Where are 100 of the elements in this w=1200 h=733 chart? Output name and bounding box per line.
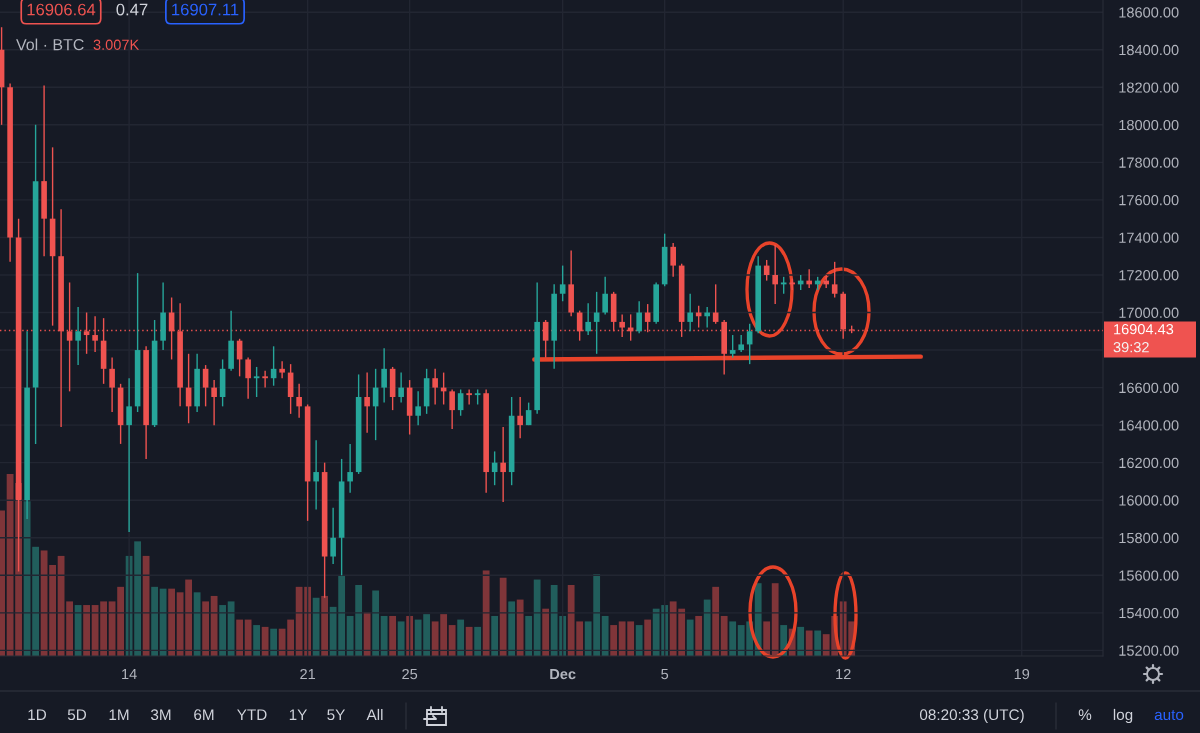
x-tick-label: 25	[402, 668, 418, 680]
bar	[389, 615, 397, 656]
y-tick-label: 17800.00	[1119, 157, 1179, 168]
y-tick-label: 18600.00	[1119, 7, 1179, 18]
text: 5Y	[327, 709, 346, 721]
bar	[814, 630, 822, 656]
bar	[372, 590, 380, 656]
y-tick-label: 16200.00	[1119, 457, 1179, 469]
candlestick	[831, 261, 838, 299]
text: 5D	[67, 709, 87, 721]
annotation: 3.007K	[93, 39, 140, 50]
candlestick	[670, 242, 676, 278]
bar	[236, 619, 244, 656]
text: 1Y	[289, 709, 308, 720]
chart-title: Vol · BTC	[16, 38, 84, 51]
candlestick	[364, 371, 370, 434]
bar	[601, 615, 609, 656]
bar	[763, 621, 771, 656]
text: 3M	[150, 709, 171, 721]
bar	[703, 599, 711, 656]
bar	[363, 612, 371, 656]
candlestick	[729, 334, 736, 359]
x-tick-label: 12	[836, 668, 851, 680]
x-tick-label: 21	[300, 668, 316, 680]
candlestick	[449, 388, 455, 430]
candlestick	[559, 264, 566, 302]
y-tick-label: 17400.00	[1119, 232, 1179, 243]
bar	[380, 615, 388, 656]
candlestick	[75, 306, 81, 366]
bar	[542, 608, 550, 656]
y-tick-label: 15400.00	[1119, 607, 1179, 619]
text: auto	[1154, 710, 1184, 721]
candlestick	[381, 347, 387, 404]
candlestick	[279, 360, 285, 379]
bar	[321, 595, 329, 656]
bar	[491, 615, 499, 656]
candlestick	[415, 390, 421, 426]
bar	[516, 599, 524, 656]
text: All	[366, 708, 383, 720]
x-tick-label: 19	[1014, 668, 1030, 680]
bar	[151, 586, 159, 656]
bar	[193, 592, 201, 656]
y-tick-label: 17600.00	[1119, 195, 1179, 206]
candlestick	[585, 302, 591, 336]
candlestick	[262, 370, 268, 389]
candlestick	[126, 377, 132, 533]
bar	[210, 595, 218, 656]
y-tick-label: 18000.00	[1119, 119, 1179, 131]
bar	[202, 601, 210, 656]
y-tick-label: 17000.00	[1119, 307, 1179, 318]
bar	[74, 605, 82, 656]
bar	[499, 577, 507, 656]
candlestick	[738, 334, 744, 353]
candlestick	[517, 396, 523, 439]
bar	[644, 619, 652, 656]
candlestick	[772, 244, 778, 305]
candlestick	[109, 356, 115, 413]
bar	[219, 605, 227, 656]
bar	[270, 628, 278, 656]
bar	[533, 579, 541, 656]
y-tick-label: 17200.00	[1119, 270, 1179, 281]
bar	[168, 588, 176, 656]
bar	[797, 626, 805, 656]
y-tick-label: 15600.00	[1119, 570, 1179, 581]
candlestick	[500, 426, 506, 503]
candlestick	[687, 293, 693, 332]
y-tick-label: 15800.00	[1119, 532, 1179, 544]
candlestick	[313, 439, 319, 511]
candlestick	[245, 356, 251, 400]
text: 08:20:33 (UTC)	[919, 708, 1024, 724]
y-tick-label: 16000.00	[1119, 495, 1179, 506]
candlestick	[466, 388, 472, 406]
candlestick	[296, 383, 302, 419]
bar	[474, 626, 482, 656]
bar	[448, 625, 456, 656]
bar	[695, 615, 703, 656]
bar	[457, 619, 465, 656]
bar	[482, 570, 490, 656]
candlestick	[789, 278, 795, 291]
ref-line-label: 16904.43	[1114, 324, 1174, 335]
bar	[771, 583, 779, 656]
bar	[227, 601, 235, 656]
bar	[159, 588, 167, 656]
bar	[244, 619, 252, 656]
bar	[32, 546, 39, 656]
bar	[465, 626, 473, 656]
text: %	[1078, 709, 1092, 721]
y-tick-label: 18200.00	[1119, 82, 1179, 93]
candlestick	[347, 443, 353, 494]
candlestick	[636, 300, 642, 334]
y-tick-label: 16600.00	[1119, 382, 1179, 394]
text: 6M	[194, 709, 214, 721]
candlestick	[202, 364, 209, 408]
text: 39:32	[1113, 342, 1149, 353]
bar	[312, 597, 320, 656]
annotation: 0.47	[116, 3, 148, 16]
y-tick-label: 18400.00	[1119, 44, 1179, 56]
bar	[508, 601, 516, 656]
text: 1M	[109, 709, 129, 720]
text: log	[1113, 708, 1133, 724]
